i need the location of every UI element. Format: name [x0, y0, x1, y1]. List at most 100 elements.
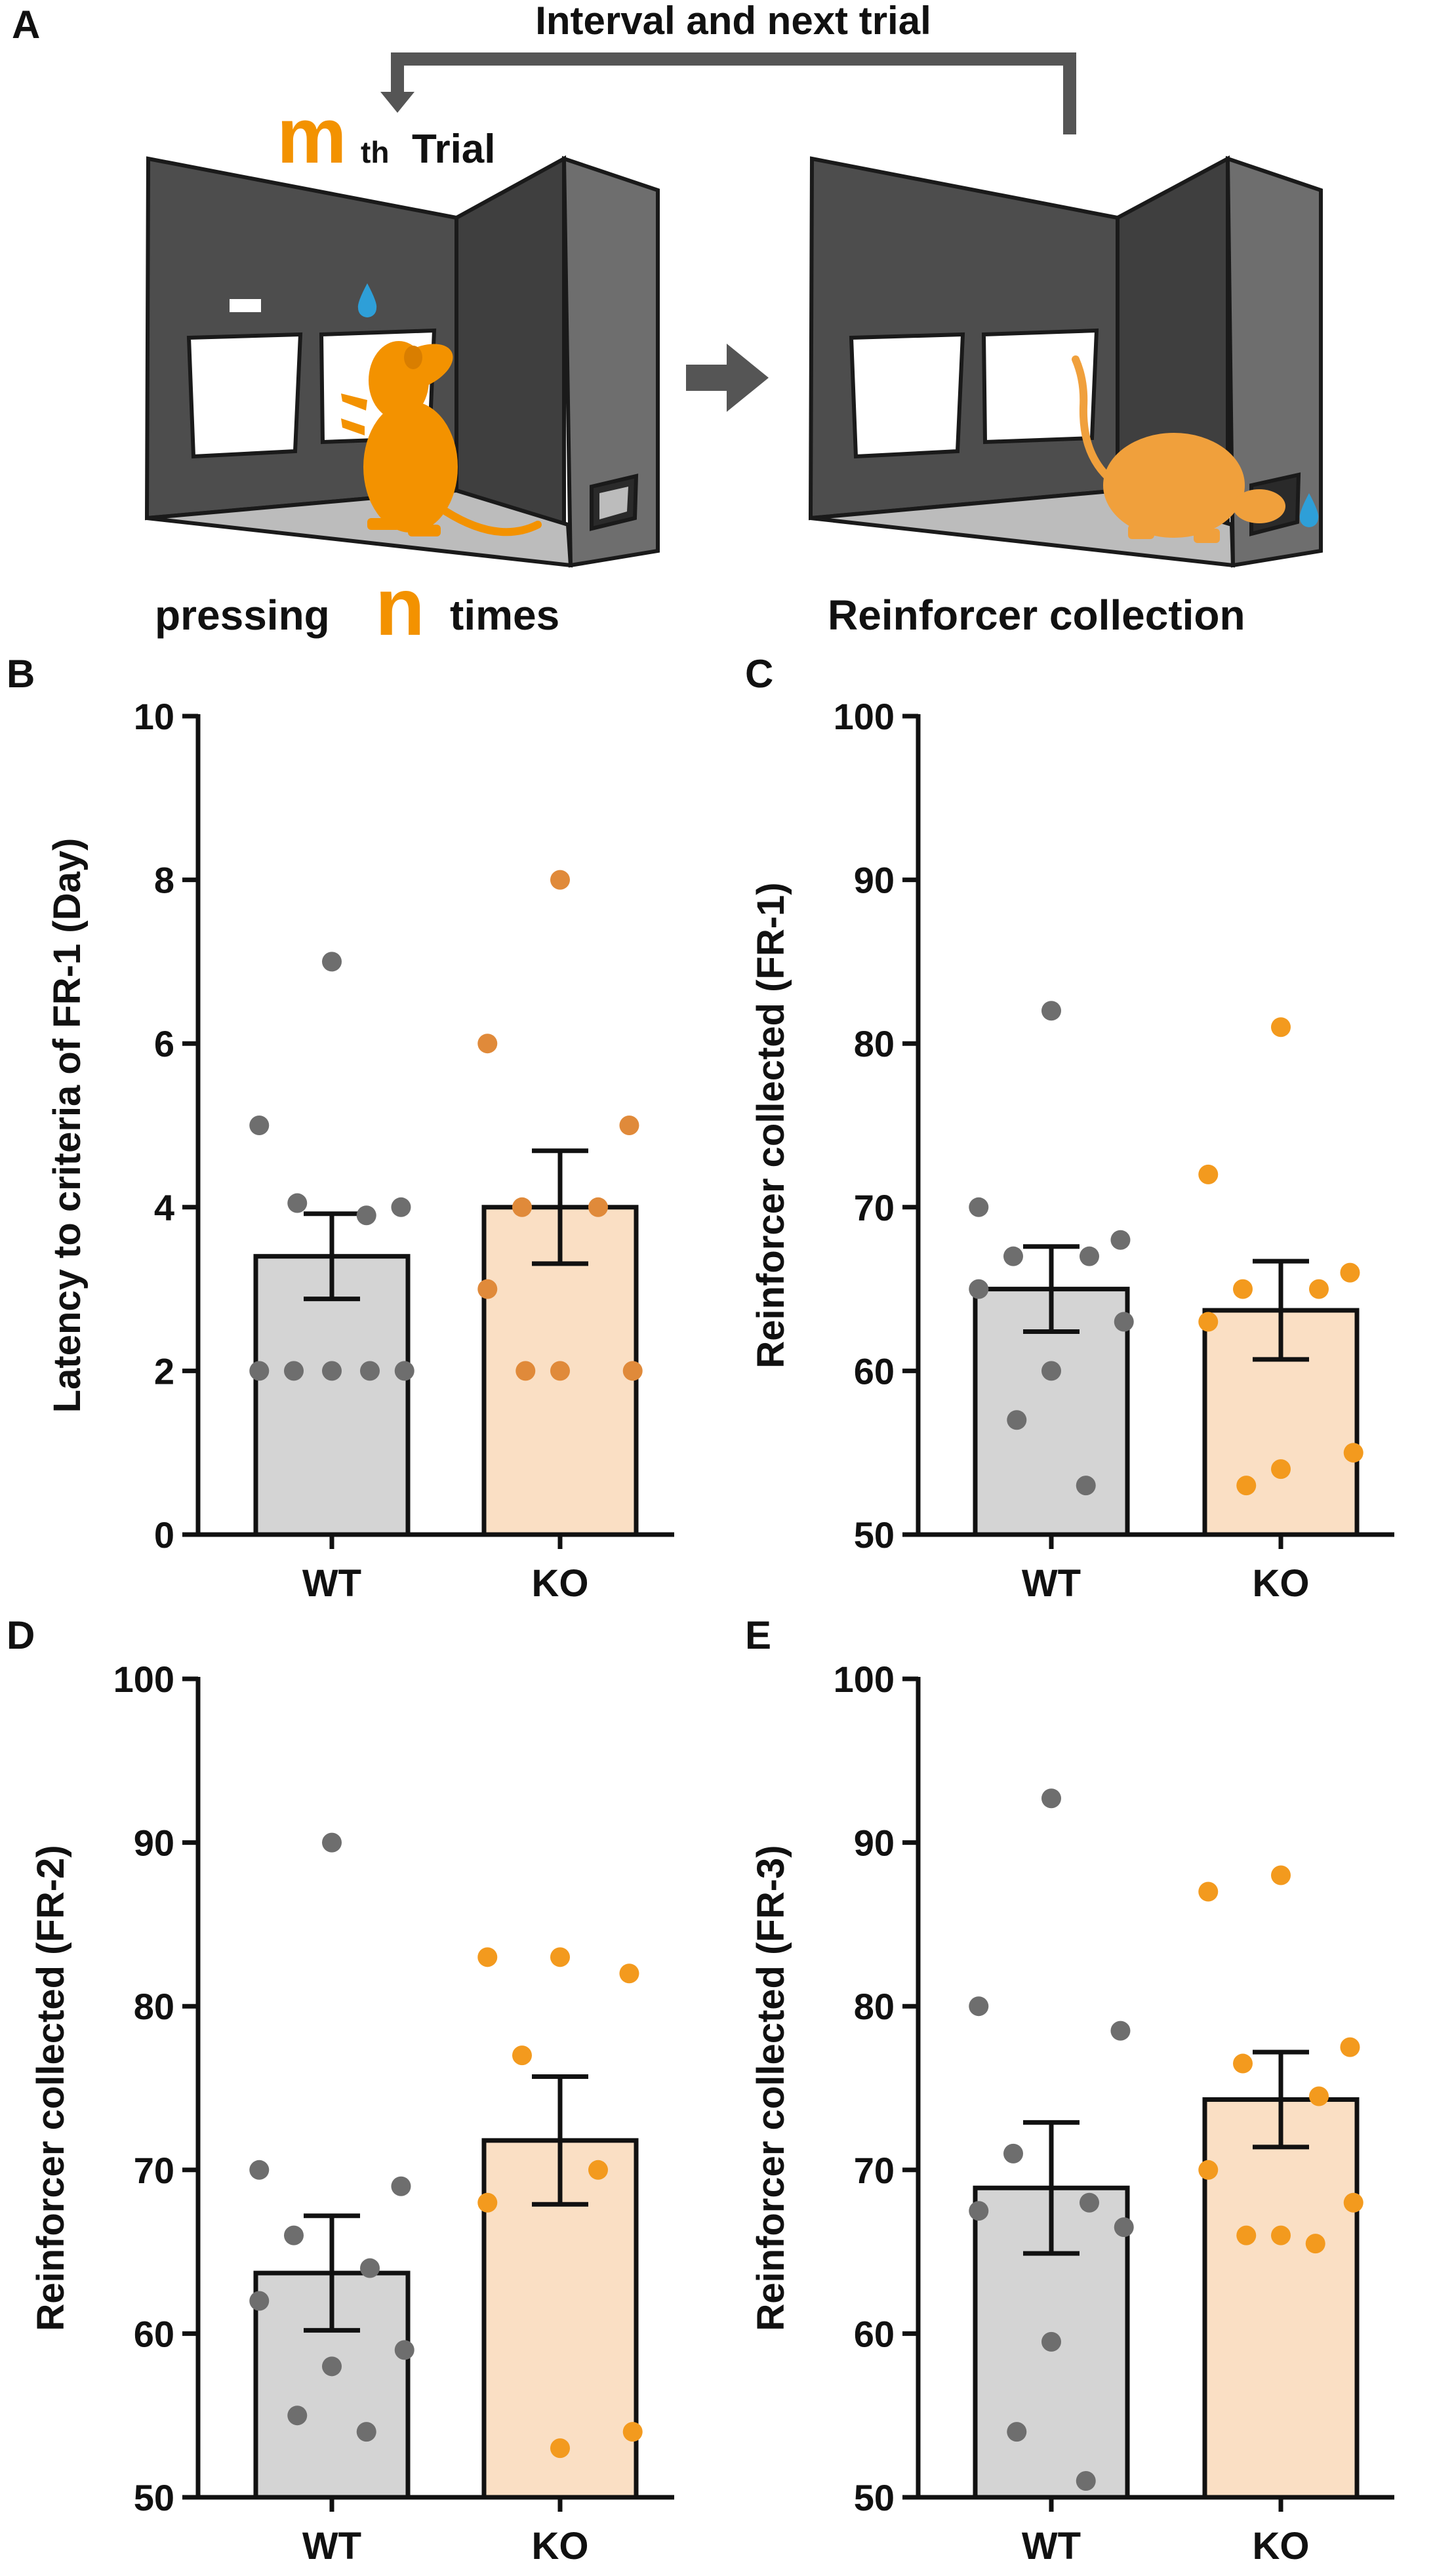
data-point-wt	[1114, 2217, 1134, 2238]
data-point-wt	[356, 2422, 376, 2442]
category-label: WT	[302, 1562, 361, 1605]
data-point-ko	[1236, 2225, 1257, 2245]
reward-port-opening	[599, 487, 628, 519]
data-point-wt	[969, 1197, 989, 1217]
data-point-ko	[1340, 1262, 1360, 1283]
collection-label: Reinforcer collection	[828, 592, 1245, 639]
lever-window-right	[981, 328, 1099, 445]
data-point-wt	[287, 1193, 308, 1213]
data-point-wt	[284, 2225, 304, 2245]
press-count-n: n	[375, 562, 425, 653]
data-point-ko	[1340, 2037, 1360, 2057]
data-point-wt	[1076, 2471, 1096, 2491]
data-point-wt	[969, 2201, 989, 2221]
category-label: WT	[302, 2525, 361, 2567]
category-label: WT	[1022, 1562, 1081, 1605]
data-point-ko	[1198, 1164, 1219, 1184]
category-label: WT	[1022, 2525, 1081, 2567]
y-tick-label: 100	[113, 1659, 174, 1700]
data-point-ko	[1198, 1312, 1219, 1332]
panel-b: B WT KO 0 2 4 6 8 10 Latency to criteria of FR-1 …	[7, 652, 674, 1605]
data-point-wt	[1110, 2021, 1131, 2041]
data-point-wt	[1041, 1788, 1061, 1809]
data-point-wt	[249, 2160, 270, 2180]
data-point-ko	[1271, 1017, 1291, 1037]
y-tick-label: 80	[854, 1986, 895, 2027]
y-tick-label: 90	[854, 860, 895, 901]
y-tick-label: 50	[854, 1514, 895, 1556]
lever-window-left	[849, 332, 965, 459]
data-point-wt	[1003, 1246, 1023, 1266]
data-point-ko	[622, 2422, 643, 2442]
category-label: KO	[1253, 2525, 1310, 2567]
data-point-ko	[588, 1197, 608, 1217]
water-drop-icon	[357, 283, 377, 317]
data-point-ko	[550, 2438, 570, 2459]
data-point-wt	[969, 1279, 989, 1299]
y-tick-label: 60	[854, 1350, 895, 1392]
y-tick-label: 6	[154, 1023, 174, 1064]
panel-a-letter: A	[12, 3, 40, 47]
data-point-wt	[394, 2340, 414, 2360]
data-point-wt	[1007, 2422, 1027, 2442]
data-point-ko	[1343, 1443, 1363, 1463]
rat-collecting-icon	[1072, 355, 1285, 543]
y-tick-label: 50	[854, 2477, 895, 2518]
data-point-ko	[477, 1279, 498, 1299]
category-label: KO	[1253, 1562, 1310, 1605]
chamber-front-panel	[561, 155, 660, 568]
data-point-ko	[1309, 2086, 1329, 2106]
lever-window-left	[186, 332, 303, 459]
y-tick-label: 4	[154, 1187, 174, 1228]
data-point-wt	[1080, 1246, 1099, 1266]
y-axis-label: Reinforcer collected (FR-2)	[30, 1845, 72, 2331]
y-tick-label: 2	[154, 1350, 174, 1392]
data-point-wt	[322, 1832, 342, 1853]
category-label: KO	[532, 1562, 589, 1605]
data-point-ko	[550, 870, 570, 890]
panel-c: C WT KO 50 60 70 80 90 100 Reinforcer collected (…	[745, 652, 1394, 1605]
data-point-wt	[391, 2176, 411, 2196]
data-point-wt	[322, 952, 342, 972]
data-point-wt	[284, 1361, 304, 1381]
panel-a: A Interval and next trial m th Trial	[12, 0, 1323, 653]
data-point-wt	[1110, 1230, 1131, 1250]
data-point-ko	[550, 1361, 570, 1381]
y-tick-label: 70	[854, 2150, 895, 2191]
y-tick-label: 100	[834, 696, 895, 737]
data-point-ko	[477, 1034, 498, 1054]
pressing-label: pressing	[155, 592, 330, 639]
operant-chamber-left	[144, 155, 660, 568]
panel-d: D WT KO 50 60 70 80 90 100 Reinforcer collected (…	[7, 1613, 674, 2567]
interval-loop-arrow	[380, 52, 1076, 134]
data-point-ko	[512, 1197, 532, 1217]
data-point-ko	[619, 1116, 639, 1135]
data-point-wt	[1041, 2331, 1061, 2352]
y-tick-label: 10	[134, 696, 174, 737]
transition-arrow	[686, 344, 769, 412]
data-point-ko	[1271, 1865, 1291, 1885]
data-point-ko	[1305, 2234, 1325, 2254]
data-point-wt	[360, 1361, 380, 1381]
data-point-ko	[588, 2160, 608, 2180]
times-label: times	[450, 592, 559, 639]
data-point-wt	[249, 1116, 270, 1135]
y-tick-label: 60	[134, 2313, 174, 2354]
y-axis-label: Reinforcer collected (FR-3)	[750, 1845, 792, 2331]
chamber-side-wall	[454, 155, 566, 528]
rat-rearing-icon	[341, 341, 542, 536]
data-point-ko	[1198, 2160, 1219, 2180]
data-point-ko	[1233, 1279, 1253, 1299]
bar-ko	[1202, 2097, 1360, 2500]
operant-chamber-right	[808, 155, 1323, 568]
data-point-wt	[969, 1996, 989, 2017]
y-tick-label: 100	[834, 1659, 895, 1700]
data-point-ko	[1271, 2225, 1291, 2245]
data-point-ko	[619, 1963, 639, 1984]
y-tick-label: 80	[854, 1023, 895, 1064]
data-point-ko	[1236, 1476, 1257, 1496]
water-drop-icon	[1299, 493, 1319, 527]
loop-arrow-head	[380, 92, 414, 113]
data-point-wt	[1041, 1001, 1061, 1021]
data-point-ko	[550, 1947, 570, 1967]
